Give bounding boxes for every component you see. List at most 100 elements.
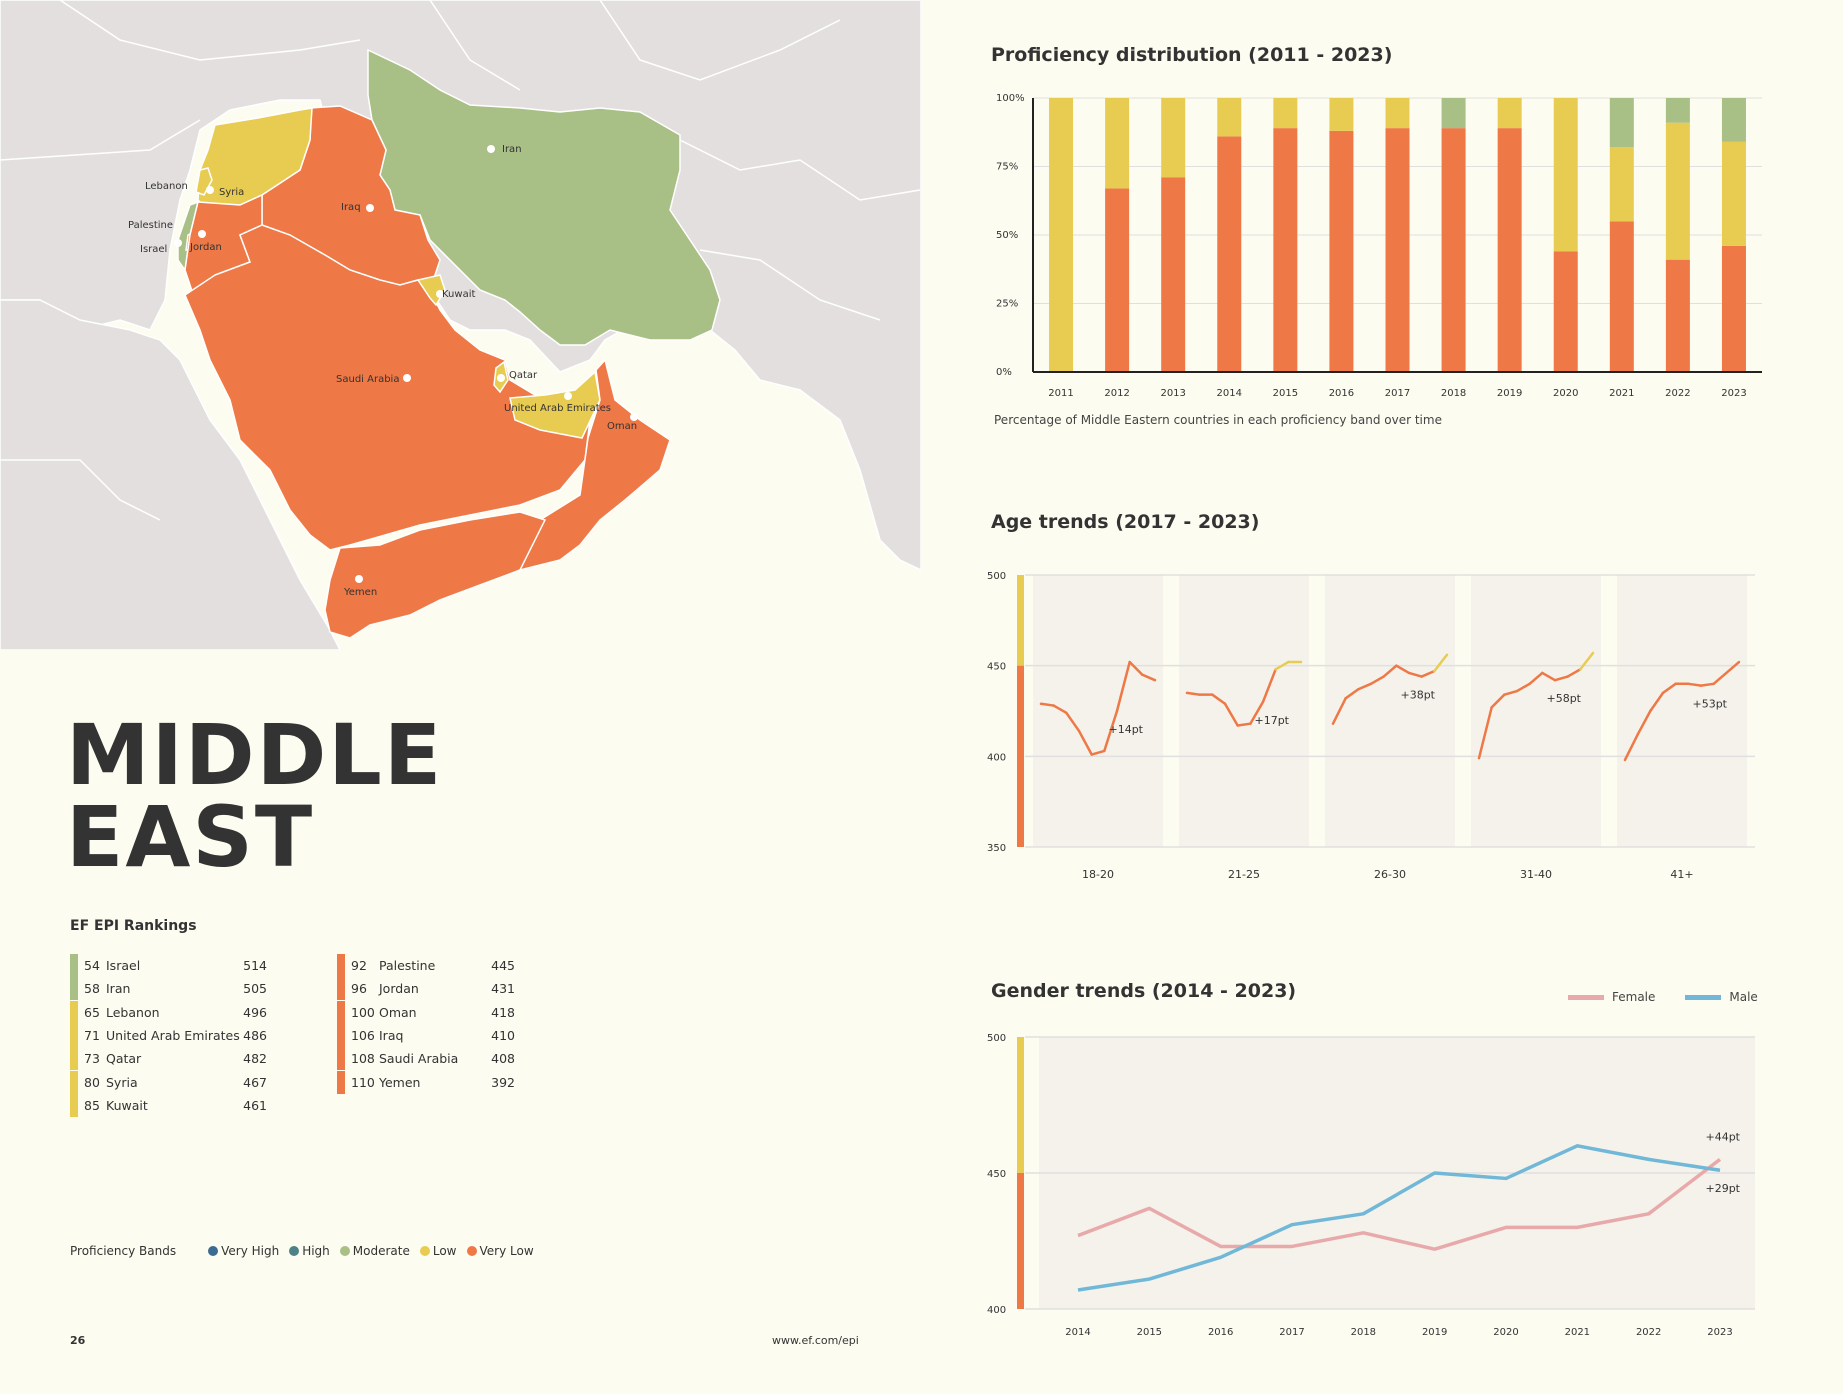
x-tick-label: 2022 <box>1665 388 1690 399</box>
ranking-band-bar <box>337 1023 345 1047</box>
age-line-segment <box>1712 671 1728 686</box>
x-tick-label: 2021 <box>1609 388 1634 399</box>
x-tick-label: 2023 <box>1707 1327 1732 1338</box>
proficiency-chart-caption: Percentage of Middle Eastern countries i… <box>994 413 1442 427</box>
age-line-segment <box>1236 722 1252 727</box>
axis-band-low <box>1017 575 1024 666</box>
bar-segment-low <box>1105 98 1130 189</box>
bar-segment-low <box>1665 122 1690 260</box>
x-tick-label: 2021 <box>1565 1327 1590 1338</box>
ranking-score: 486 <box>243 1027 267 1043</box>
age-line-segment <box>1249 700 1265 725</box>
male-change-label: +44pt <box>1705 1130 1740 1143</box>
x-tick-label: 2012 <box>1104 388 1129 399</box>
ranking-country: Oman <box>379 1004 417 1020</box>
ranking-band-bar <box>70 1093 78 1117</box>
ranking-score: 418 <box>491 1004 515 1020</box>
band-legend-item: Low <box>419 1244 457 1258</box>
ranking-row: 71 United Arab Emirates 486 <box>70 1023 267 1047</box>
age-line-segment <box>1490 693 1506 709</box>
ranking-country: Yemen <box>379 1074 421 1090</box>
ranking-band-bar <box>70 1047 78 1071</box>
age-line-segment <box>1382 664 1398 678</box>
gender-trends-chart: 500 450 400 2014 2015 2016 2017 2018 2019 2020 202… <box>987 1033 1755 1338</box>
age-line-segment <box>1369 675 1385 686</box>
ranking-score: 505 <box>243 981 267 997</box>
page-number: 26 <box>70 1334 86 1347</box>
age-line-segment <box>1065 711 1081 733</box>
ranking-row: 65 Lebanon 496 <box>70 1000 267 1024</box>
x-tick-label: 2019 <box>1422 1327 1447 1338</box>
bar-segment-moderate <box>1441 98 1466 129</box>
age-group-label: 18-20 <box>1082 868 1114 881</box>
age-line-segment <box>1395 664 1411 675</box>
band-legend-item: Moderate <box>339 1244 410 1258</box>
age-line-segment <box>1541 671 1557 682</box>
ranking-rank: 100 <box>351 1004 375 1020</box>
ranking-country: Iran <box>106 981 131 997</box>
map-label-saudi-arabia: Saudi Arabia <box>336 374 399 385</box>
rankings-title: EF EPI Rankings <box>70 918 197 934</box>
bar-segment-very_low <box>1609 221 1634 372</box>
age-line-segment <box>1420 669 1436 678</box>
ranking-row: 54 Israel 514 <box>70 954 267 977</box>
region-title-line-1: MIDDLE <box>66 706 444 804</box>
bar-segment-low <box>1273 98 1298 129</box>
age-line-segment <box>1725 660 1741 675</box>
bar-segment-very_low <box>1385 128 1410 372</box>
ranking-score: 482 <box>243 1051 267 1067</box>
female-legend-label: Female <box>1612 990 1656 1004</box>
region-title-line-2: EAST <box>66 788 315 886</box>
x-tick-label: 2022 <box>1636 1327 1661 1338</box>
age-line-segment <box>1623 733 1639 762</box>
female-swatch <box>1568 994 1604 1000</box>
band-legend-item: High <box>289 1244 330 1258</box>
age-line-segment <box>1077 729 1093 756</box>
female-line <box>1077 1158 1722 1251</box>
age-panel <box>1033 575 1163 847</box>
bar-segment-very_low <box>1217 136 1242 372</box>
band-dot <box>339 1246 350 1256</box>
bar-segment-very_low <box>1721 245 1746 372</box>
y-tick-label: 500 <box>987 1033 1006 1044</box>
ranking-row: 80 Syria 467 <box>70 1070 267 1094</box>
ranking-row: 108 Saudi Arabia 408 <box>337 1047 515 1071</box>
gender-chart-title: Gender trends (2014 - 2023) <box>991 980 1297 1002</box>
ranking-country: Palestine <box>379 958 436 973</box>
bar-segment-moderate <box>1665 98 1690 123</box>
age-change-label: +53pt <box>1692 698 1727 711</box>
age-group-label: 31-40 <box>1520 868 1552 881</box>
age-line-segment <box>1407 671 1423 678</box>
ranking-score: 408 <box>491 1051 515 1067</box>
age-line-segment <box>1649 691 1665 713</box>
age-line-segment <box>1223 702 1239 727</box>
bar-segment-very_low <box>1441 128 1466 372</box>
bar-segment-low <box>1161 98 1186 178</box>
map-label-lebanon: Lebanon <box>145 181 188 192</box>
bar-segment-very_low <box>1497 128 1522 372</box>
ranking-rank: 110 <box>351 1074 375 1090</box>
male-line <box>1077 1144 1721 1292</box>
map-label-israel: Israel <box>140 244 167 255</box>
age-trends-chart: 500 450 400 350 +14pt 18-20 +17pt 21-25 +38pt 26-… <box>987 571 1755 881</box>
map-label-iraq: Iraq <box>341 202 361 213</box>
ranking-band-bar <box>337 1047 345 1071</box>
ranking-row: 85 Kuwait 461 <box>70 1093 267 1117</box>
ranking-rank: 85 <box>84 1097 100 1113</box>
age-line-segment <box>1433 653 1449 673</box>
age-line-segment <box>1344 687 1360 700</box>
band-dot <box>419 1246 430 1256</box>
ranking-score: 461 <box>243 1097 267 1113</box>
ranking-row: 73 Qatar 482 <box>70 1047 267 1071</box>
map-label-kuwait: Kuwait <box>442 289 475 300</box>
ranking-band-bar <box>337 954 345 977</box>
ranking-rank: 65 <box>84 1004 100 1020</box>
ranking-band-bar <box>70 954 78 977</box>
female-change-label: +29pt <box>1705 1182 1740 1195</box>
y-tick-label: 450 <box>987 1169 1006 1180</box>
bar-segment-low <box>1049 98 1074 372</box>
band-label: High <box>302 1244 330 1258</box>
ranking-score: 514 <box>243 958 267 973</box>
map-label-iran: Iran <box>502 144 522 155</box>
age-line-segment <box>1503 689 1519 696</box>
